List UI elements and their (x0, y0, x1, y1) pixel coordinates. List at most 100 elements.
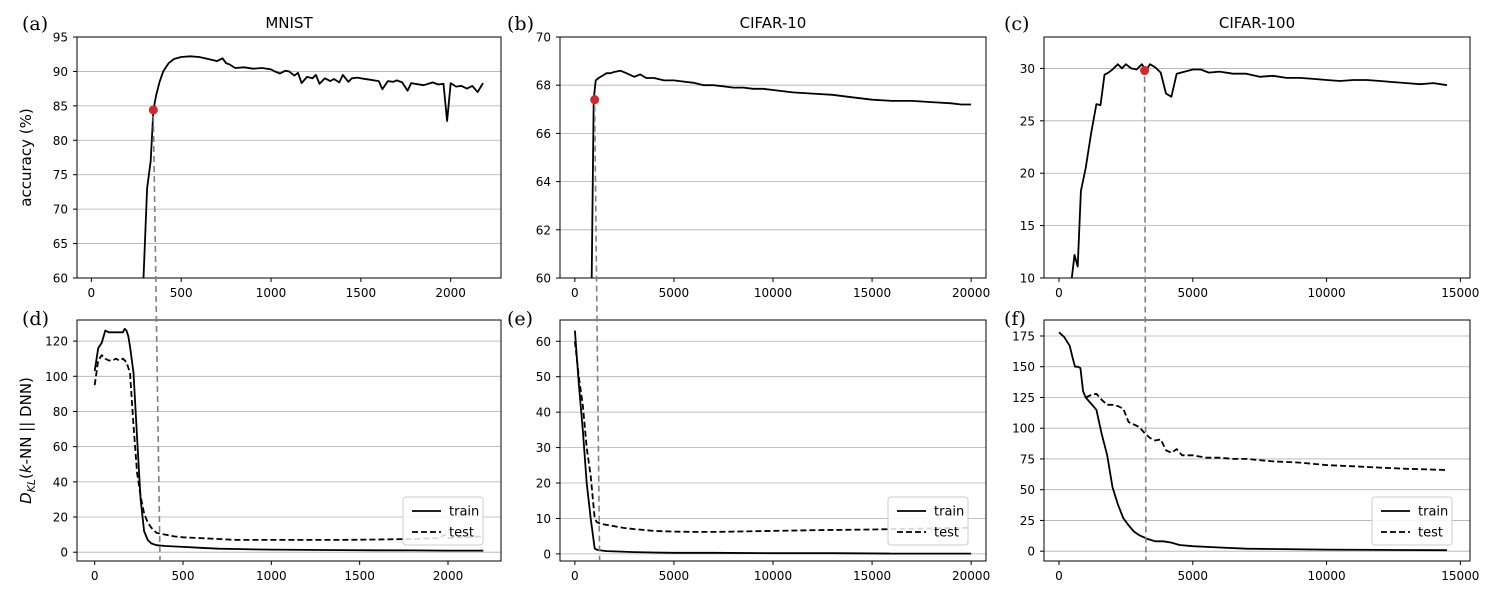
x-tick-label-f-1: 5000 (1178, 569, 1209, 583)
y-tick-label-a-4: 80 (53, 134, 68, 148)
x-tick-label-a-1: 500 (170, 286, 193, 300)
x-tick-label-e-0: 0 (571, 569, 579, 583)
y-tick-label-b-1: 62 (536, 223, 551, 237)
y-tick-label-b-4: 68 (536, 79, 551, 93)
x-tick-label-c-1: 5000 (1178, 286, 1209, 300)
legend-label-train-e: train (934, 505, 964, 520)
x-tick-label-c-2: 10000 (1307, 286, 1345, 300)
y-tick-label-d-3: 60 (53, 440, 68, 454)
legend-box-d (402, 496, 484, 546)
y-tick-label-d-2: 40 (53, 475, 68, 489)
panel-b: 0 5000 10000 15000 20000 60 62 64 66 68 70 CIFAR-10… (507, 13, 990, 300)
y-tick-label-f-3: 75 (1020, 452, 1035, 466)
y-tick-label-d-6: 120 (45, 335, 68, 349)
x-tick-label-e-4: 20000 (952, 569, 990, 583)
y-tick-label-e-2: 20 (536, 477, 551, 491)
legend-f: train test (1371, 496, 1453, 546)
legend-label-train-d: train (449, 505, 479, 520)
y-tick-label-f-2: 50 (1020, 483, 1035, 497)
y-tick-label-f-7: 175 (1012, 329, 1035, 343)
legend-label-test-f: test (1418, 526, 1443, 541)
series-test-line-e (574, 341, 972, 533)
panel-d: 0 500 1000 1500 2000 0 20 40 60 80 100 120 (d) DKL(k-… (17, 308, 502, 583)
y-tick-label-a-6: 90 (53, 65, 68, 79)
x-tick-label-b-3: 15000 (853, 286, 891, 300)
panel-f: 0 5000 10000 15000 0 25 50 75 100 125 150 175(f) tra… (1004, 308, 1479, 583)
panel-letter-a: (a) (22, 13, 48, 35)
y-tick-label-e-1: 10 (536, 512, 551, 526)
y-tick-label-c-2: 20 (1020, 167, 1035, 181)
ylabel-open-paren: ( (17, 473, 35, 479)
connector-line-b-e (593, 105, 601, 562)
selected-point-marker-c (1140, 66, 1150, 76)
y-tick-label-d-4: 80 (53, 405, 68, 419)
axes-frame-b (559, 36, 987, 279)
panel-letter-f: (f) (1004, 308, 1026, 330)
selected-point-marker-b (590, 95, 600, 105)
connector-line-a-d (152, 115, 161, 562)
legend-e: train test (887, 496, 969, 546)
connector-line-c-f (1143, 76, 1147, 562)
x-tick-label-b-4: 20000 (952, 286, 990, 300)
x-tick-label-f-2: 10000 (1307, 569, 1345, 583)
axes-frame-d (76, 319, 502, 562)
panel-c: 0 5000 10000 15000 10 15 20 25 30 CIFAR-100 (c) (1004, 13, 1479, 300)
legend-d: train test (402, 496, 484, 546)
y-tick-label-a-0: 60 (53, 272, 68, 286)
legend-label-train-f: train (1418, 505, 1448, 520)
y-tick-label-a-7: 95 (53, 31, 68, 45)
y-tick-label-c-4: 30 (1020, 62, 1035, 76)
x-tick-label-f-3: 15000 (1441, 569, 1479, 583)
y-tick-label-a-2: 70 (53, 203, 68, 217)
y-tick-label-e-6: 60 (536, 335, 551, 349)
y-tick-label-e-5: 50 (536, 370, 551, 384)
series-test-line-d (93, 354, 484, 541)
series-test-line-f (1085, 392, 1448, 471)
series-train-line-e (574, 330, 972, 555)
legend-box-e (887, 496, 969, 546)
y-tick-label-d-1: 20 (53, 511, 68, 525)
y-tick-label-c-1: 15 (1020, 219, 1035, 233)
y-tick-label-b-5: 70 (536, 31, 551, 45)
panel-letter-c: (c) (1004, 13, 1029, 35)
legend-label-test-e: test (934, 526, 959, 541)
x-tick-label-e-1: 5000 (659, 569, 690, 583)
x-tick-label-b-0: 0 (571, 286, 579, 300)
axes-frame-f (1043, 319, 1471, 562)
series-accuracy-line-c (1070, 63, 1448, 278)
legend-box-f (1371, 496, 1453, 546)
x-tick-label-a-4: 2000 (435, 286, 466, 300)
x-tick-label-e-2: 10000 (754, 569, 792, 583)
y-tick-label-e-3: 30 (536, 441, 551, 455)
legend-label-test-d: test (449, 526, 474, 541)
chart-title-c: CIFAR-100 (1219, 14, 1295, 32)
x-tick-label-d-0: 0 (91, 569, 99, 583)
x-tick-label-a-2: 1000 (256, 286, 287, 300)
y-tick-label-b-2: 64 (536, 175, 551, 189)
x-tick-label-b-1: 5000 (659, 286, 690, 300)
series-train-line-d (93, 327, 484, 552)
x-tick-label-c-0: 0 (1055, 286, 1063, 300)
ylabel-kl-subscript: KL (25, 479, 38, 492)
y-tick-label-c-3: 25 (1020, 114, 1035, 128)
y-tick-label-e-4: 40 (536, 406, 551, 420)
chart-title-b: CIFAR-10 (740, 14, 807, 32)
y-tick-label-f-5: 125 (1012, 391, 1035, 405)
ylabel-d-symbol: D (17, 492, 35, 504)
y-tick-label-c-0: 10 (1020, 272, 1035, 286)
ylabel-rest: -NN || DNN) (17, 377, 35, 464)
panel-letter-d: (d) (22, 308, 49, 330)
x-tick-label-f-0: 0 (1055, 569, 1063, 583)
y-tick-label-a-1: 65 (53, 237, 68, 251)
y-tick-label-f-0: 0 (1027, 545, 1035, 559)
series-accuracy-line-b (590, 69, 972, 278)
x-tick-label-b-2: 10000 (754, 286, 792, 300)
y-tick-label-d-5: 100 (45, 370, 68, 384)
y-tick-label-b-0: 60 (536, 272, 551, 286)
y-tick-label-f-6: 150 (1012, 360, 1035, 374)
y-tick-label-e-0: 0 (543, 547, 551, 561)
x-tick-label-d-1: 500 (172, 569, 195, 583)
x-tick-label-c-3: 15000 (1441, 286, 1479, 300)
y-tick-label-a-3: 75 (53, 168, 68, 182)
